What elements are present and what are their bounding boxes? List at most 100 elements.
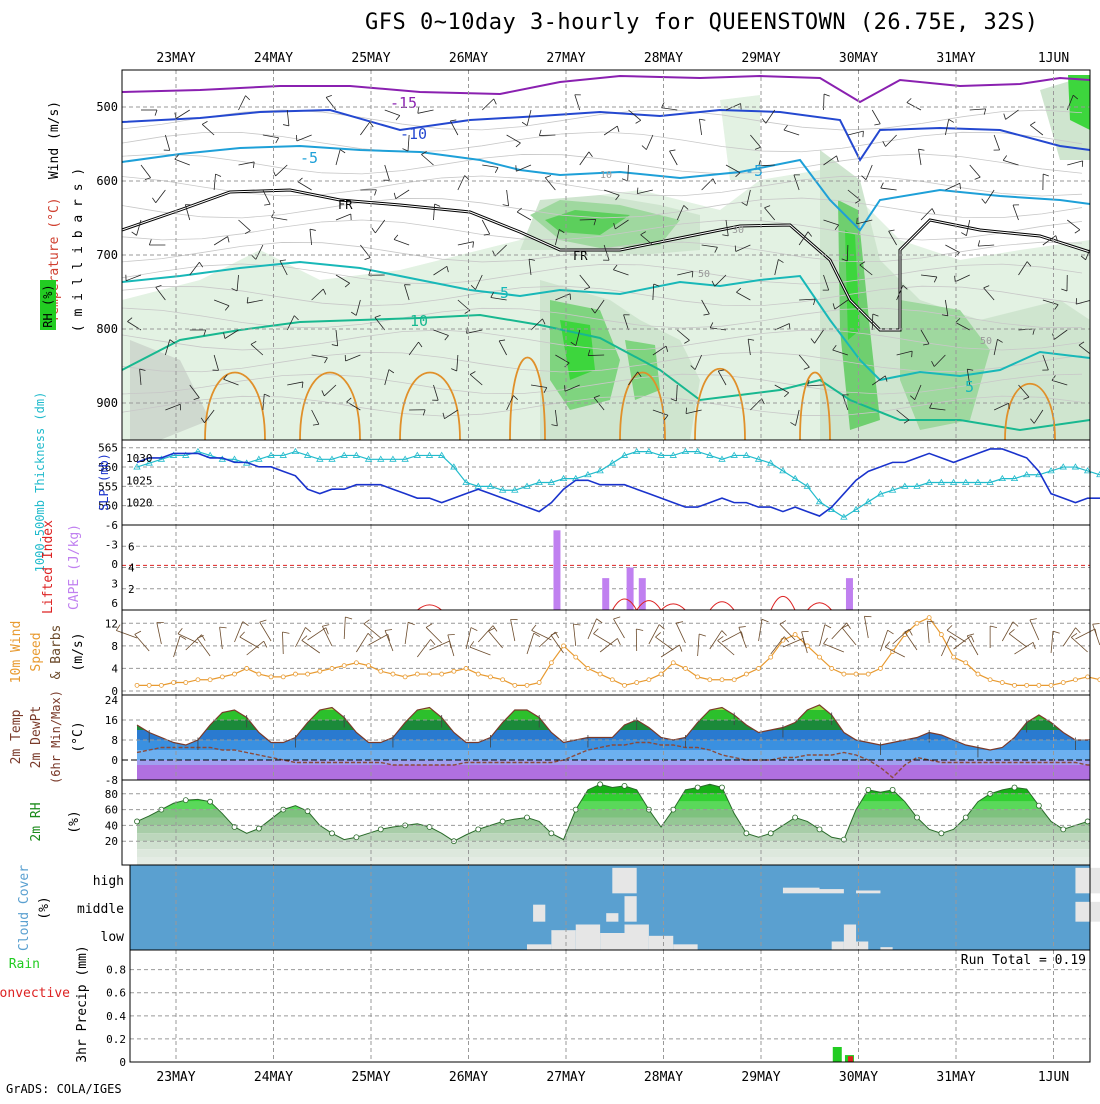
wind-speed-point [293,672,297,676]
wind-speed-point [476,672,480,676]
temp-layer [122,685,1100,780]
label-slp: SLP (mb) [97,453,111,511]
label-temp-units: (°C) [71,721,86,752]
upper-wind-barb-flag [1075,230,1080,233]
upper-wind-barb [539,135,555,136]
upper-wind-barb-flag [283,125,289,126]
date-label-top: 29MAY [741,51,780,66]
date-label-top: 25MAY [351,51,390,66]
date-label-bottom: 24MAY [254,1070,293,1085]
upper-wind-barb [628,165,629,181]
surface-wind-barb [405,622,408,644]
upper-wind-barb [360,245,370,258]
upper-wind-barb-flag [253,162,254,168]
wind-speed-point [233,672,237,676]
wind-speed-point [440,672,444,676]
surface-wind-barb [260,622,271,641]
label-cloud-cover: Cloud Cover [17,865,32,951]
upper-wind-barb [945,119,948,135]
upper-wind-barb [276,165,288,176]
wind-speed-point [159,683,163,687]
upper-wind-barb-flag [435,204,441,206]
wind-tick-8: 8 [111,640,118,653]
wind-speed-point [379,669,383,673]
li-tick: -3 [105,539,118,552]
upper-wind-barb-flag [918,149,924,150]
label-total-rain: Total / Rain [0,957,40,972]
upper-wind-barb [918,149,921,165]
rh-band-3 [122,802,1090,810]
rh-point [1061,827,1066,832]
surface-wind-barb [356,633,368,652]
wind-speed-point [866,672,870,676]
temp-tick-16: 16 [105,714,118,727]
rh-band-8 [122,841,1090,849]
precip-total-bar-0 [833,1047,842,1062]
surface-wind-barb [1015,642,1034,654]
upper-wind-barb [421,155,433,165]
wind-speed-point [196,678,200,682]
label-cape: CAPE (J/kg) [67,524,82,610]
upper-wind-barb [156,190,166,203]
upper-wind-barb-flag [1094,204,1100,205]
li-tick: 6 [111,597,118,610]
contour-label-plus5: 5 [500,284,509,302]
upper-wind-barb-flag [975,177,981,179]
upper-wind-barb [784,130,799,135]
wind-speed-point [367,664,371,668]
surface-wind-barb [1063,628,1075,646]
surface-wind-barb-flag [426,624,432,628]
contour-label-minus15: -15 [390,94,417,112]
rh-tick-80: 80 [105,788,118,801]
upper-wind-barb-flag [669,150,675,151]
surface-wind-barb-flag [322,625,329,627]
rh-point [598,782,603,787]
cloud-block-12 [600,933,624,950]
temp-band-2 [122,710,1090,720]
wind-speed-point [744,672,748,676]
surface-wind-barb-flag [220,627,227,628]
upper-wind-barb-flag [642,146,646,150]
date-label-top: 30MAY [839,51,878,66]
wind-speed-point [135,683,139,687]
surface-wind-barb-flag [593,629,598,634]
upper-wind-barb-flag [495,168,498,173]
surface-wind-barb-flag [990,626,997,628]
pressure-tick-800: 800 [96,322,118,336]
upper-wind-barb [881,188,897,190]
rh-point [549,831,554,836]
wind-speed-point [720,678,724,682]
upper-wind-barb [375,220,384,233]
upper-wind-barb-flag [365,258,371,260]
surface-wind-barb-flag [178,628,182,634]
upper-wind-barb-flag [276,138,279,143]
wind-speed-point [696,675,700,679]
rh-band-5 [122,818,1090,826]
wind-speed-point [354,661,358,665]
surface-wind-barb [771,637,785,654]
surface-wind-barb [1051,631,1053,653]
surface-wind-barb [600,638,617,652]
surface-wind-barb [698,634,700,656]
upper-wind-barb-flag [202,121,207,124]
surface-wind-barb [588,619,597,639]
upper-wind-barb-flag [246,96,250,100]
rh-band-9 [122,849,1090,857]
cloud-block-17 [844,925,856,951]
upper-wind-barb-flag [762,118,766,123]
upper-wind-barb-flag [394,193,395,199]
wind-speed-point [647,678,651,682]
upper-wind-barb-flag [863,131,864,137]
precip-conv-bar-0 [848,1056,853,1062]
surface-wind-barb-flag [1009,629,1014,633]
upper-wind-barb [202,124,214,135]
pressure-tick-600: 600 [96,174,118,188]
wind-speed-point [1073,678,1077,682]
upper-wind-barb [1092,190,1100,204]
rh-point [500,819,505,824]
wind-speed-point [1025,683,1029,687]
upper-wind-barb [298,182,312,190]
upper-wind-barb-flag [516,143,521,147]
date-label-bottom: 29MAY [741,1070,780,1085]
